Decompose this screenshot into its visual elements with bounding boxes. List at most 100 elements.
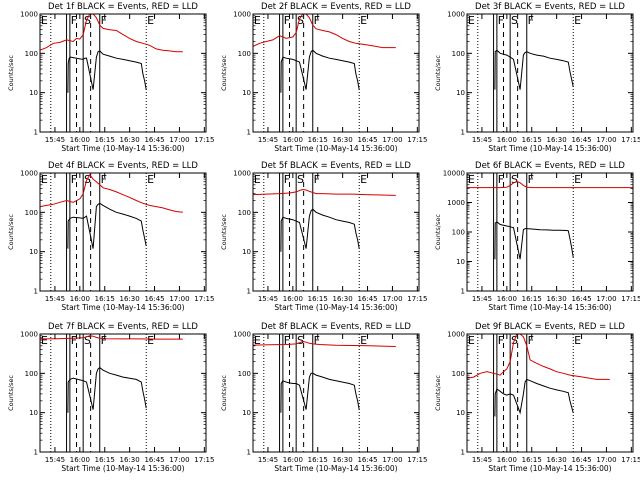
y-tick-label: 100: [25, 370, 38, 378]
x-tick-label: 15:45: [472, 136, 492, 144]
x-axis-label: Start Time (10-May-14 15:36:00): [488, 144, 611, 153]
plot-frame: [466, 172, 634, 292]
region-label: S: [511, 173, 518, 186]
series-line-events: [67, 202, 147, 249]
x-tick-label: 16:00: [70, 295, 90, 303]
series-line-events: [67, 366, 147, 413]
plot-frame: [252, 172, 420, 292]
y-tick-label: 1000: [20, 170, 38, 178]
y-tick-label: 10: [242, 248, 251, 256]
x-tick-label: 16:45: [144, 456, 164, 464]
x-tick-label: 15:45: [45, 295, 65, 303]
series-line-lld: [467, 334, 610, 380]
y-axis-label: Counts/sec: [220, 375, 228, 411]
region-label: F: [498, 334, 504, 347]
x-tick-label: 16:15: [308, 136, 328, 144]
region-label: E: [254, 334, 261, 347]
x-axis-label: Start Time (10-May-14 15:36:00): [274, 464, 397, 473]
y-tick-label: 1000: [447, 11, 465, 19]
region-label: F: [528, 14, 534, 27]
y-tick-label: 100: [25, 50, 38, 58]
x-tick-label: 16:15: [522, 456, 542, 464]
x-tick-label: 15:45: [258, 456, 278, 464]
y-tick-label: 10: [29, 89, 38, 97]
region-label: E: [574, 173, 581, 186]
x-tick-label: 17:00: [169, 295, 189, 303]
region-label: F: [101, 173, 107, 186]
x-tick-label: 17:15: [407, 136, 427, 144]
x-tick-label: 16:00: [70, 136, 90, 144]
region-label: E: [41, 173, 48, 186]
plot-frame: [252, 13, 420, 133]
y-tick-label: 1000: [20, 331, 38, 339]
y-tick-label: 1: [247, 129, 251, 137]
x-tick-label: 15:45: [258, 295, 278, 303]
region-label: E: [254, 14, 261, 27]
x-tick-label: 15:45: [45, 456, 65, 464]
x-tick-label: 17:00: [596, 295, 616, 303]
x-tick-label: 17:15: [194, 136, 214, 144]
x-axis-label: Start Time (10-May-14 15:36:00): [488, 303, 611, 312]
x-tick-label: 17:00: [169, 456, 189, 464]
x-axis-label: Start Time (10-May-14 15:36:00): [488, 464, 611, 473]
y-tick-label: 100: [238, 209, 251, 217]
x-axis-label: Start Time (10-May-14 15:36:00): [274, 144, 397, 153]
x-tick-label: 16:45: [144, 295, 164, 303]
chart-title: Det 1f BLACK = Events, RED = LLD: [48, 2, 198, 12]
y-tick-label: 1000: [20, 11, 38, 19]
x-tick-label: 16:00: [497, 456, 517, 464]
region-label: E: [574, 334, 581, 347]
region-label: E: [360, 14, 367, 27]
x-tick-label: 17:15: [621, 295, 640, 303]
y-tick-label: 1: [461, 449, 465, 457]
y-tick-label: 1000: [447, 331, 465, 339]
chart-title: Det 5f BLACK = Events, RED = LLD: [261, 161, 411, 171]
region-label: E: [468, 173, 475, 186]
region-label: E: [468, 334, 475, 347]
series-line-lld: [40, 335, 183, 340]
x-tick-label: 16:45: [357, 295, 377, 303]
region-label: F: [284, 334, 290, 347]
series-line-lld: [253, 340, 396, 347]
x-tick-label: 17:00: [596, 456, 616, 464]
x-tick-label: 17:00: [596, 136, 616, 144]
x-tick-label: 17:00: [382, 456, 402, 464]
region-label: F: [71, 334, 77, 347]
y-tick-label: 10: [456, 409, 465, 417]
x-tick-label: 17:00: [382, 136, 402, 144]
x-tick-label: 16:30: [547, 295, 567, 303]
y-axis-label: Counts/sec: [434, 214, 442, 250]
region-label: S: [84, 334, 91, 347]
region-label: F: [71, 173, 77, 186]
region-label: E: [574, 14, 581, 27]
y-axis-label: Counts/sec: [7, 214, 15, 250]
y-tick-label: 1: [461, 288, 465, 296]
x-tick-label: 16:30: [120, 136, 140, 144]
plot-frame: [466, 13, 634, 133]
region-label: F: [314, 14, 320, 27]
x-tick-label: 16:00: [497, 295, 517, 303]
x-tick-label: 15:45: [472, 456, 492, 464]
x-tick-label: 16:45: [357, 136, 377, 144]
chart-title: Det 6f BLACK = Events, RED = LLD: [475, 161, 625, 171]
y-axis-label: Counts/sec: [434, 375, 442, 411]
y-tick-label: 100: [452, 229, 465, 237]
x-tick-label: 16:00: [497, 136, 517, 144]
x-tick-label: 17:15: [621, 456, 640, 464]
chart-title: Det 4f BLACK = Events, RED = LLD: [48, 161, 198, 171]
x-tick-label: 16:30: [333, 456, 353, 464]
series-line-lld: [40, 173, 183, 213]
x-tick-label: 16:15: [95, 456, 115, 464]
x-tick-label: 16:00: [283, 295, 303, 303]
x-tick-label: 16:15: [308, 295, 328, 303]
series-line-lld: [40, 14, 183, 53]
series-line-events: [494, 378, 574, 417]
x-tick-label: 15:45: [45, 136, 65, 144]
x-tick-label: 17:15: [621, 136, 640, 144]
